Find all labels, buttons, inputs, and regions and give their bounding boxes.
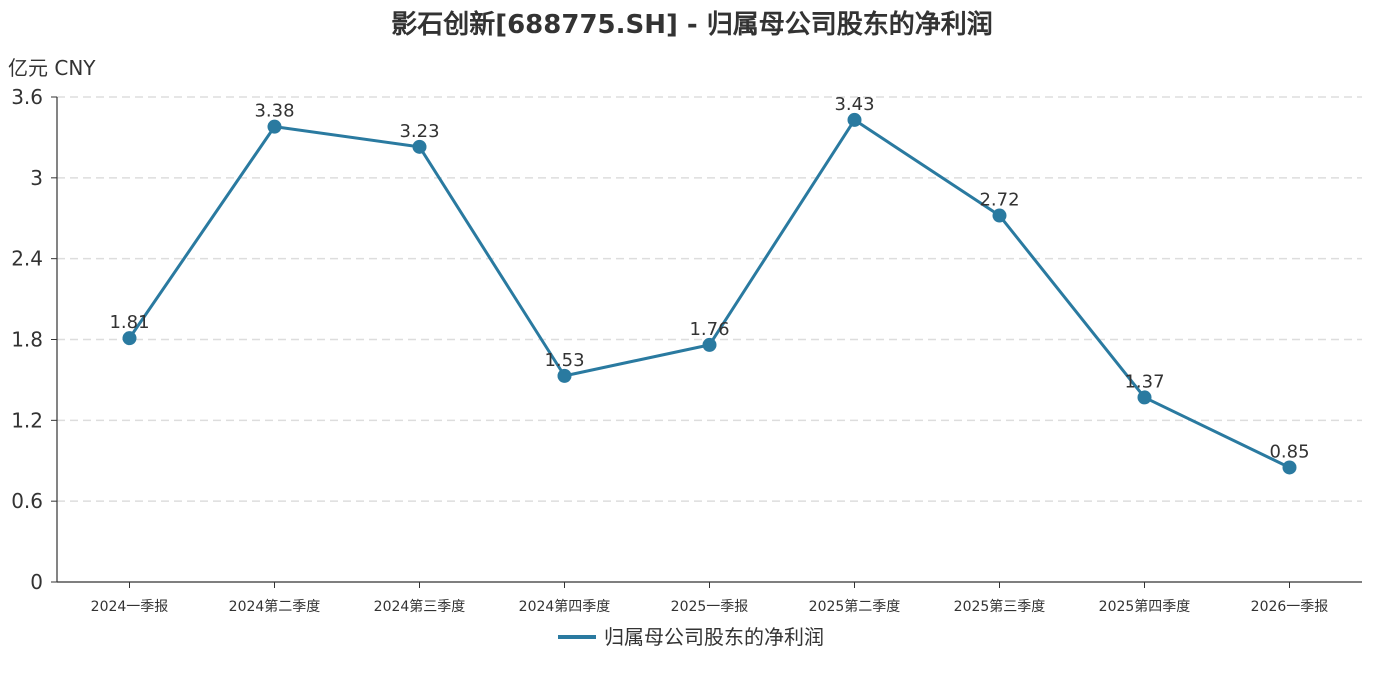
- data-point: [412, 139, 427, 154]
- y-tick-label: 0: [30, 570, 43, 594]
- y-tick-label: 1.8: [11, 328, 43, 352]
- series-line: [128, 118, 1291, 469]
- data-point: [1282, 460, 1297, 475]
- data-label: 3.23: [399, 121, 439, 142]
- chart-title: 影石创新[688775.SH] - 归属母公司股东的净利润: [391, 10, 993, 40]
- data-label: 2.72: [979, 190, 1019, 211]
- data-point: [267, 119, 282, 134]
- x-tick-label: 2025第二季度: [809, 598, 901, 615]
- data-point: [1137, 390, 1152, 405]
- legend-label: 归属母公司股东的净利润: [604, 625, 824, 649]
- data-point: [557, 368, 572, 383]
- y-tick-label: 3.6: [11, 85, 43, 109]
- y-tick-label: 1.2: [11, 408, 43, 432]
- data-label: 1.37: [1124, 371, 1164, 392]
- y-tick-label: 3: [30, 166, 43, 190]
- data-label: 1.76: [689, 319, 729, 340]
- x-tick-label: 2025第四季度: [1099, 598, 1191, 615]
- y-axis-unit-label: 亿元 CNY: [8, 56, 96, 80]
- data-label: 0.85: [1269, 441, 1309, 462]
- data-label: 3.43: [834, 94, 874, 115]
- x-tick-label: 2025一季报: [671, 599, 749, 615]
- y-tick-label: 2.4: [11, 247, 43, 271]
- data-point: [847, 112, 862, 127]
- data-point: [702, 337, 717, 352]
- data-point: [122, 331, 137, 346]
- x-tick-label: 2024第二季度: [229, 598, 321, 615]
- x-tick-label: 2024一季报: [91, 599, 169, 615]
- x-tick-label: 2024第四季度: [519, 598, 611, 615]
- data-point: [992, 208, 1007, 223]
- data-label: 1.81: [109, 312, 149, 333]
- data-label: 3.38: [254, 101, 294, 122]
- x-tick-label: 2026一季报: [1251, 599, 1329, 615]
- x-tick-label: 2024第三季度: [374, 598, 466, 615]
- x-tick-label: 2025第三季度: [954, 598, 1046, 615]
- data-label: 1.53: [544, 350, 584, 371]
- y-tick-label: 0.6: [11, 489, 43, 513]
